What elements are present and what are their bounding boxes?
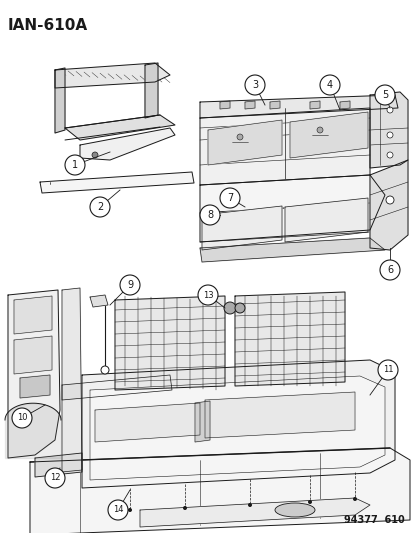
- Polygon shape: [235, 292, 344, 386]
- Text: 5: 5: [381, 90, 387, 100]
- Circle shape: [244, 75, 264, 95]
- Polygon shape: [309, 101, 319, 109]
- Polygon shape: [40, 172, 194, 193]
- Text: 9: 9: [127, 280, 133, 290]
- Circle shape: [128, 508, 132, 512]
- Circle shape: [374, 85, 394, 105]
- Polygon shape: [195, 401, 209, 442]
- Circle shape: [101, 366, 109, 374]
- Polygon shape: [14, 336, 52, 374]
- Circle shape: [90, 197, 110, 217]
- Polygon shape: [20, 375, 50, 398]
- Polygon shape: [207, 120, 281, 165]
- Circle shape: [236, 134, 242, 140]
- Text: 13: 13: [202, 290, 213, 300]
- Circle shape: [65, 155, 85, 175]
- Polygon shape: [140, 498, 369, 527]
- Circle shape: [319, 75, 339, 95]
- Polygon shape: [115, 296, 224, 390]
- Circle shape: [120, 275, 140, 295]
- Polygon shape: [62, 375, 171, 400]
- Circle shape: [183, 506, 187, 510]
- Text: 94377  610: 94377 610: [344, 515, 404, 525]
- Text: 10: 10: [17, 414, 27, 423]
- Polygon shape: [244, 101, 254, 109]
- Circle shape: [219, 188, 240, 208]
- Polygon shape: [199, 108, 369, 185]
- Polygon shape: [14, 296, 52, 334]
- Polygon shape: [35, 453, 82, 477]
- Text: 3: 3: [252, 80, 257, 90]
- Polygon shape: [369, 92, 407, 168]
- Circle shape: [223, 302, 235, 314]
- Circle shape: [352, 497, 356, 501]
- Circle shape: [379, 260, 399, 280]
- Circle shape: [197, 285, 218, 305]
- Text: 6: 6: [386, 265, 392, 275]
- Polygon shape: [219, 101, 230, 109]
- Polygon shape: [55, 68, 65, 133]
- Circle shape: [45, 468, 65, 488]
- Polygon shape: [95, 403, 199, 442]
- Polygon shape: [269, 101, 279, 109]
- Polygon shape: [204, 392, 354, 438]
- Polygon shape: [82, 360, 394, 488]
- Polygon shape: [90, 295, 108, 307]
- Circle shape: [247, 503, 252, 507]
- Polygon shape: [369, 160, 407, 250]
- Text: 1: 1: [72, 160, 78, 170]
- Polygon shape: [90, 376, 384, 480]
- Polygon shape: [30, 448, 409, 533]
- Circle shape: [386, 152, 392, 158]
- Circle shape: [108, 500, 128, 520]
- Text: 7: 7: [226, 193, 233, 203]
- Text: 2: 2: [97, 202, 103, 212]
- Polygon shape: [202, 206, 281, 250]
- Polygon shape: [339, 101, 349, 109]
- Polygon shape: [55, 63, 170, 88]
- Polygon shape: [62, 288, 82, 472]
- Text: 4: 4: [326, 80, 332, 90]
- Polygon shape: [65, 115, 175, 140]
- Ellipse shape: [274, 503, 314, 517]
- Circle shape: [92, 152, 98, 158]
- Text: 8: 8: [206, 210, 213, 220]
- Polygon shape: [199, 238, 384, 262]
- Text: 11: 11: [382, 366, 392, 375]
- Text: 12: 12: [50, 473, 60, 482]
- Polygon shape: [284, 198, 367, 242]
- Circle shape: [12, 408, 32, 428]
- Circle shape: [385, 196, 393, 204]
- Circle shape: [386, 107, 392, 113]
- Text: 14: 14: [112, 505, 123, 514]
- Circle shape: [377, 360, 397, 380]
- Polygon shape: [199, 175, 384, 242]
- Polygon shape: [199, 95, 397, 118]
- Polygon shape: [145, 63, 158, 118]
- Circle shape: [386, 132, 392, 138]
- Polygon shape: [80, 128, 175, 160]
- Circle shape: [235, 303, 244, 313]
- Circle shape: [199, 205, 219, 225]
- Circle shape: [316, 127, 322, 133]
- Polygon shape: [8, 290, 60, 458]
- Text: IAN-610A: IAN-610A: [8, 18, 88, 33]
- Circle shape: [307, 500, 311, 504]
- Polygon shape: [289, 112, 367, 158]
